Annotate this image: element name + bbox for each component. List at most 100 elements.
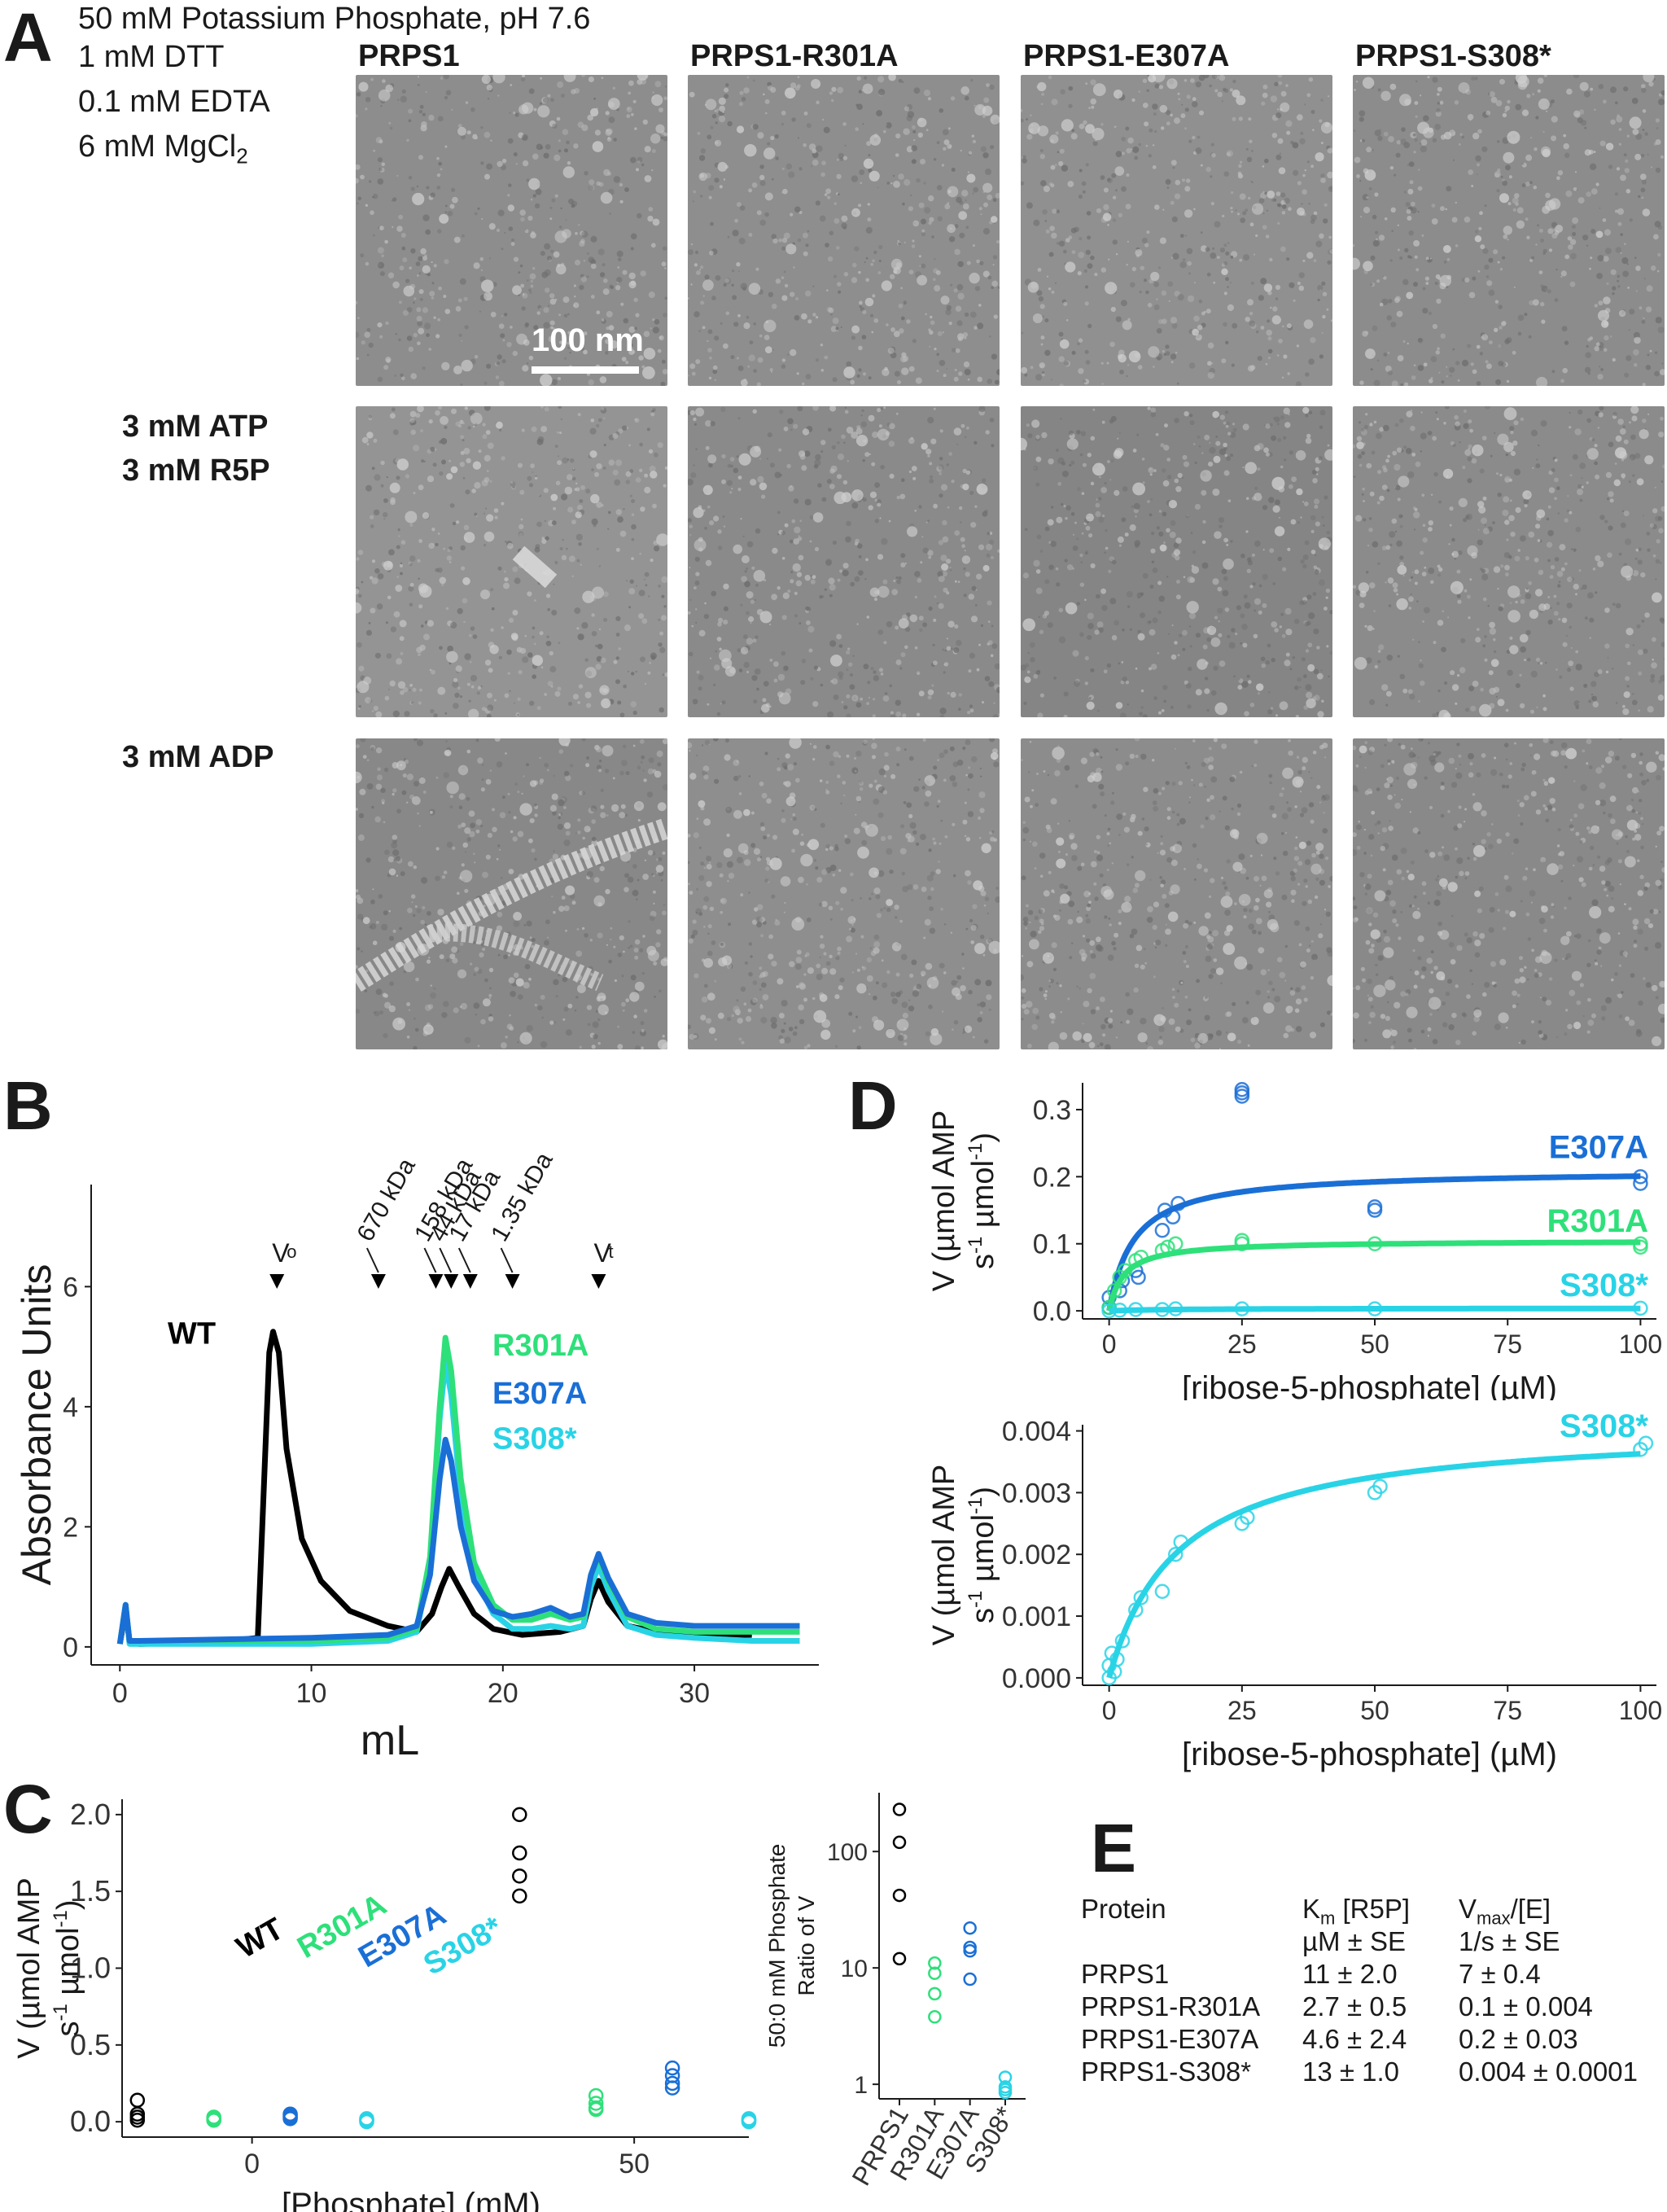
grain: [1300, 559, 1305, 564]
grain: [603, 278, 608, 283]
grain: [911, 244, 916, 248]
grain: [994, 379, 1000, 385]
grain: [578, 224, 580, 226]
grain: [916, 177, 921, 183]
grain: [918, 505, 922, 509]
grain: [594, 471, 599, 477]
grain: [1607, 552, 1612, 558]
grain: [1082, 190, 1086, 194]
grain: [1306, 160, 1310, 164]
grain: [440, 168, 443, 171]
grain: [746, 637, 754, 645]
grain: [546, 635, 549, 638]
grain: [602, 288, 610, 296]
grain: [1594, 444, 1598, 448]
grain: [1316, 473, 1319, 475]
grain: [1634, 153, 1642, 160]
particle: [753, 570, 766, 582]
grain: [1063, 691, 1069, 697]
grain: [1094, 273, 1098, 277]
grain: [1412, 506, 1416, 510]
grain: [1030, 366, 1034, 370]
grain: [817, 483, 822, 488]
grain: [392, 226, 394, 228]
grain: [357, 897, 364, 905]
particle: [395, 585, 403, 592]
grain: [613, 659, 618, 664]
grain: [1153, 112, 1157, 116]
grain: [501, 456, 505, 461]
grain: [737, 417, 741, 420]
grain: [1526, 235, 1530, 239]
grain: [411, 419, 417, 425]
grain: [925, 129, 929, 132]
grain: [418, 825, 421, 827]
grain: [633, 297, 638, 302]
grain: [1584, 366, 1591, 374]
grain: [585, 763, 590, 768]
grain: [1517, 314, 1525, 322]
grain: [1432, 77, 1438, 83]
grain: [947, 506, 950, 509]
micrograph-texture: [688, 75, 1000, 386]
grain: [535, 188, 542, 195]
buffer-line-1: 50 mM Potassium Phosphate, pH 7.6: [78, 2, 591, 36]
grain: [992, 255, 998, 260]
grain: [1625, 159, 1629, 163]
grain: [374, 568, 380, 574]
grain: [927, 417, 934, 424]
grain: [1173, 542, 1179, 549]
grain: [1368, 187, 1372, 191]
grain: [831, 678, 838, 685]
grain: [959, 521, 962, 523]
grain: [1639, 173, 1647, 180]
grain: [987, 275, 992, 280]
grain: [482, 434, 488, 440]
grain: [1083, 379, 1087, 383]
grain: [1091, 105, 1095, 109]
grain: [1272, 582, 1275, 585]
grain: [508, 183, 512, 187]
grain: [848, 662, 853, 667]
grain: [1226, 421, 1231, 426]
particle: [909, 614, 918, 623]
grain: [1595, 591, 1598, 594]
grain: [1610, 269, 1617, 275]
grain: [527, 362, 529, 365]
grain: [380, 460, 385, 466]
grain: [705, 420, 711, 427]
grain: [1126, 375, 1128, 378]
grain: [1202, 519, 1206, 524]
grain: [746, 541, 754, 548]
grain: [699, 195, 703, 198]
grain: [598, 565, 601, 567]
grain: [501, 247, 504, 251]
grain: [650, 412, 655, 417]
grain: [1525, 587, 1529, 590]
grain: [1413, 151, 1416, 154]
grain: [1656, 127, 1659, 129]
grain: [1503, 496, 1510, 503]
grain: [868, 414, 875, 422]
grain: [628, 80, 634, 86]
grain: [1586, 418, 1592, 423]
grain: [1615, 435, 1622, 442]
grain: [1645, 365, 1652, 370]
grain: [469, 633, 472, 637]
grain: [579, 499, 584, 503]
particle: [1601, 320, 1609, 328]
particle: [1399, 94, 1411, 107]
grain: [595, 1010, 598, 1013]
particle: [869, 587, 880, 598]
grain: [969, 652, 975, 659]
grain: [1556, 486, 1560, 490]
grain: [356, 331, 360, 339]
grain: [1507, 239, 1509, 241]
grain: [416, 646, 422, 654]
grain: [781, 122, 785, 126]
grain: [707, 134, 712, 140]
grain: [723, 583, 729, 590]
particle: [740, 646, 749, 655]
grain: [622, 425, 628, 431]
grain: [498, 655, 502, 659]
